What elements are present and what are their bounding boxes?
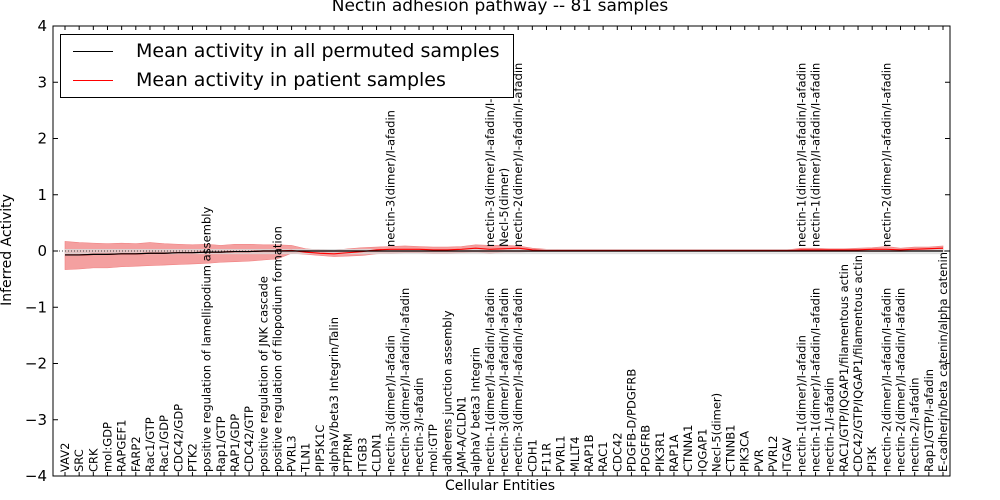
category-label-upper: Necl-5(dimer): [497, 168, 511, 247]
axes-layer: 4 3 2 1 0 −1 −2 −3 −4: [25, 17, 951, 485]
y-tick-label: 2: [37, 130, 47, 148]
category-label: nectin-2(dimer)/I-afadin/I-afadin: [894, 288, 908, 472]
category-label: PIK3R1: [653, 432, 667, 473]
category-label: Rap1/GTP/I-afadin: [922, 369, 936, 472]
category-label: PVRL2: [766, 435, 780, 472]
lines-layer: [53, 247, 950, 256]
category-label: PTPRM: [341, 433, 355, 472]
category-label: adherens junction assembly: [440, 310, 454, 472]
category-label: SRC: [72, 449, 86, 472]
legend-entry-patient: Mean activity in patient samples: [73, 68, 446, 92]
category-label: CDC42/GTP/IQGAP1/filamentous actin: [851, 255, 865, 472]
category-label: RAP1B: [582, 434, 596, 472]
category-label: VAV2: [58, 443, 72, 472]
y-tick-label: 4: [37, 17, 47, 35]
legend-swatch-permuted: [73, 50, 113, 52]
category-label: PTK2: [185, 443, 199, 472]
x-axis-label: Cellular Entities: [444, 478, 556, 494]
y-tick-label: 0: [37, 242, 47, 260]
y-tick-label: −1: [25, 298, 47, 316]
category-label: nectin-1/I-afadin: [823, 378, 837, 473]
category-label: mol:GTP: [426, 424, 440, 472]
series-line-permuted: [65, 250, 943, 256]
category-label: Rac1/GTP: [143, 417, 157, 472]
category-label: alphaV beta3 Integrin: [469, 347, 483, 472]
category-label-upper: nectin-2(dimer)/I-afadin/I-afadin: [511, 63, 525, 247]
category-label: PVRL3: [285, 435, 299, 472]
category-label: CDC42/GDP: [171, 404, 185, 472]
category-label: positive regulation of JNK cascade: [256, 276, 270, 472]
category-label: nectin-3(dimer)/I-afadin: [384, 335, 398, 472]
category-label: CDC42/GTP: [242, 406, 256, 472]
category-label: RAPGEF1: [115, 420, 129, 472]
category-label: MLLT4: [568, 437, 582, 473]
category-label: FARP2: [129, 436, 143, 472]
category-label: CDC42: [610, 432, 624, 472]
category-label: PI3K: [865, 446, 879, 472]
category-label: nectin-3/I-afadin: [412, 378, 426, 472]
category-label: alphaV/beta3 Integrin/Talin: [327, 317, 341, 472]
legend-label-permuted: Mean activity in all permuted samples: [136, 40, 500, 62]
y-tick-label: 3: [37, 73, 47, 91]
category-label-upper: nectin-3(dimer)/I-afadin/I-afadin: [483, 63, 497, 247]
category-label: RAC1: [596, 441, 610, 472]
category-label: CTNNA1: [681, 425, 695, 472]
legend-label-patient: Mean activity in patient samples: [136, 69, 446, 91]
category-label: PIP5K1C: [313, 425, 327, 472]
category-label: nectin-2(dimer)/I-afadin/I-afadin: [879, 288, 893, 472]
category-label: nectin-1(dimer)/I-afadin/I-afadin: [483, 288, 497, 472]
category-label: mol:GDP: [100, 422, 114, 472]
category-label: nectin-1(dimer)/I-afadin: [794, 335, 808, 472]
y-tick-label: −4: [25, 467, 47, 485]
y-tick-label: 1: [37, 186, 47, 204]
category-label: JAM-A/CLDN1: [455, 396, 469, 473]
category-label: CRK: [86, 448, 100, 472]
y-tick-label: −3: [25, 411, 47, 429]
category-label-upper: nectin-1(dimer)/I-afadin/I-afadin: [794, 63, 808, 247]
legend-swatch-patient: [73, 79, 113, 81]
category-label-upper: nectin-3(dimer)/I-afadin: [384, 110, 398, 247]
category-label: PVRL1: [554, 435, 568, 472]
category-label: Rap1/GTP: [214, 416, 228, 472]
category-label: nectin-2/I-afadin: [908, 378, 922, 473]
category-label: CLDN1: [370, 433, 384, 472]
category-label: Necl-5(dimer): [709, 393, 723, 472]
category-label: nectin-3(dimer)/I-afadin/I-afadin: [398, 288, 412, 472]
legend-entry-permuted: Mean activity in all permuted samples: [73, 39, 499, 63]
category-label: nectin-3(dimer)/I-afadin/I-afadin: [511, 288, 525, 472]
category-label: nectin-1(dimer)/I-afadin/I-afadin: [809, 288, 823, 472]
category-label: RAP1/GDP: [228, 414, 242, 472]
labels-layer: VAV2 SRC CRK mol:GDP RAPGEF1 FARP2 Rac1/GTP Rac…: [58, 63, 950, 473]
category-label: TLN1: [299, 443, 313, 473]
category-label-upper: nectin-1(dimer)/I-afadin/I-afadin: [809, 63, 823, 247]
y-tick-label: −2: [25, 355, 47, 373]
category-label: PDGFB-D/PDGFRB: [624, 369, 638, 472]
category-label: PIK3CA: [738, 431, 752, 472]
category-label: RAC1/GTP/IQGAP1/filamentous actin: [837, 264, 851, 472]
category-label: PDGFRB: [639, 425, 653, 472]
category-label-upper: nectin-2(dimer)/I-afadin/I-afadin: [879, 63, 893, 247]
category-label: ITGAV: [780, 438, 794, 472]
category-label: RAP1A: [667, 434, 681, 472]
category-label: CDH1: [525, 439, 539, 472]
chart-title: Nectin adhesion pathway -- 81 samples: [331, 0, 669, 16]
category-label: F11R: [539, 443, 553, 472]
category-label: CTNNB1: [724, 425, 738, 472]
category-label: positive regulation of filopodium format…: [270, 226, 284, 472]
category-label: PVR: [752, 449, 766, 472]
category-label: positive regulation of lamellipodium ass…: [200, 207, 214, 472]
category-label: E-cadherin/beta catenin/alpha catenin: [936, 252, 950, 472]
legend: Mean activity in all permuted samples Me…: [60, 34, 514, 98]
category-label: ITGB3: [355, 437, 369, 472]
category-label: nectin-3(dimer)/I-afadin/I-afadin: [497, 288, 511, 472]
category-label: IQGAP1: [695, 429, 709, 472]
category-label: Rac1/GDP: [157, 415, 171, 472]
